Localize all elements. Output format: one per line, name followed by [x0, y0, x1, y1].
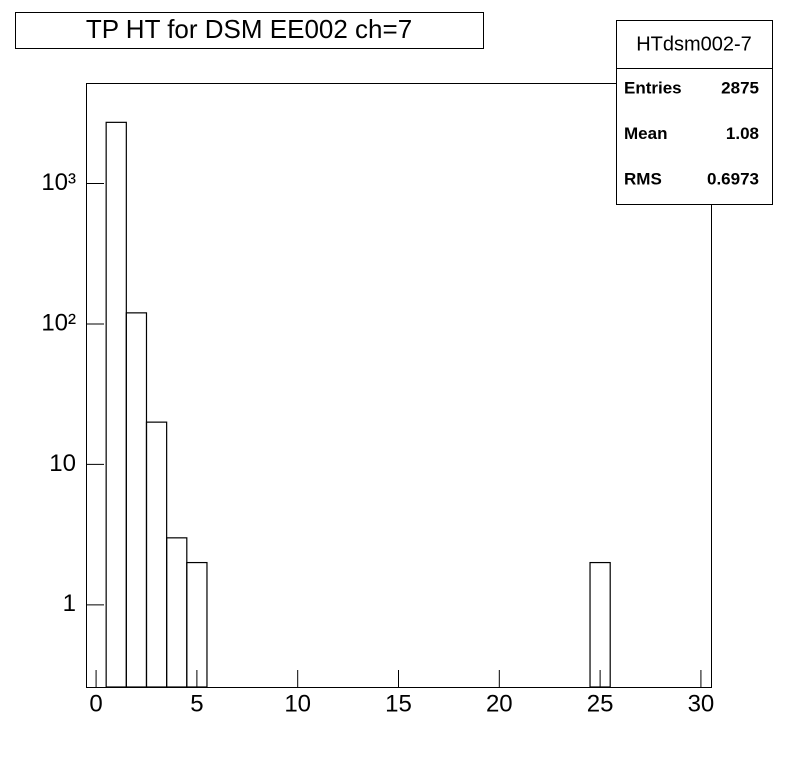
- y-tick-label: 10³: [41, 169, 76, 196]
- x-tick-label: 0: [89, 690, 102, 717]
- stats-value: 2875: [721, 78, 759, 97]
- plot-frame: [86, 83, 712, 688]
- stats-label: Entries: [624, 78, 682, 97]
- stats-label: Mean: [624, 124, 667, 143]
- stats-rows: Entries 2875 Mean 1.08 RMS 0.6973: [624, 78, 759, 188]
- y-tick-label: 10: [49, 450, 76, 477]
- x-tick-label: 15: [385, 690, 412, 717]
- x-tick-label: 30: [688, 690, 715, 717]
- stats-value: 1.08: [726, 124, 759, 143]
- x-tick-label: 25: [587, 690, 614, 717]
- stats-title: HTdsm002-7: [636, 33, 752, 55]
- x-tick-label: 10: [284, 690, 311, 717]
- chart-title: TP HT for DSM EE002 ch=7: [86, 14, 412, 44]
- y-tick-label: 1: [63, 590, 76, 617]
- x-tick-label: 5: [190, 690, 203, 717]
- stats-box: [616, 20, 773, 205]
- title-box: [15, 12, 484, 49]
- y-tick-label: 10²: [41, 309, 76, 336]
- x-tick-label: 20: [486, 690, 513, 717]
- stats-value: 0.6973: [707, 169, 759, 188]
- stats-label: RMS: [624, 169, 662, 188]
